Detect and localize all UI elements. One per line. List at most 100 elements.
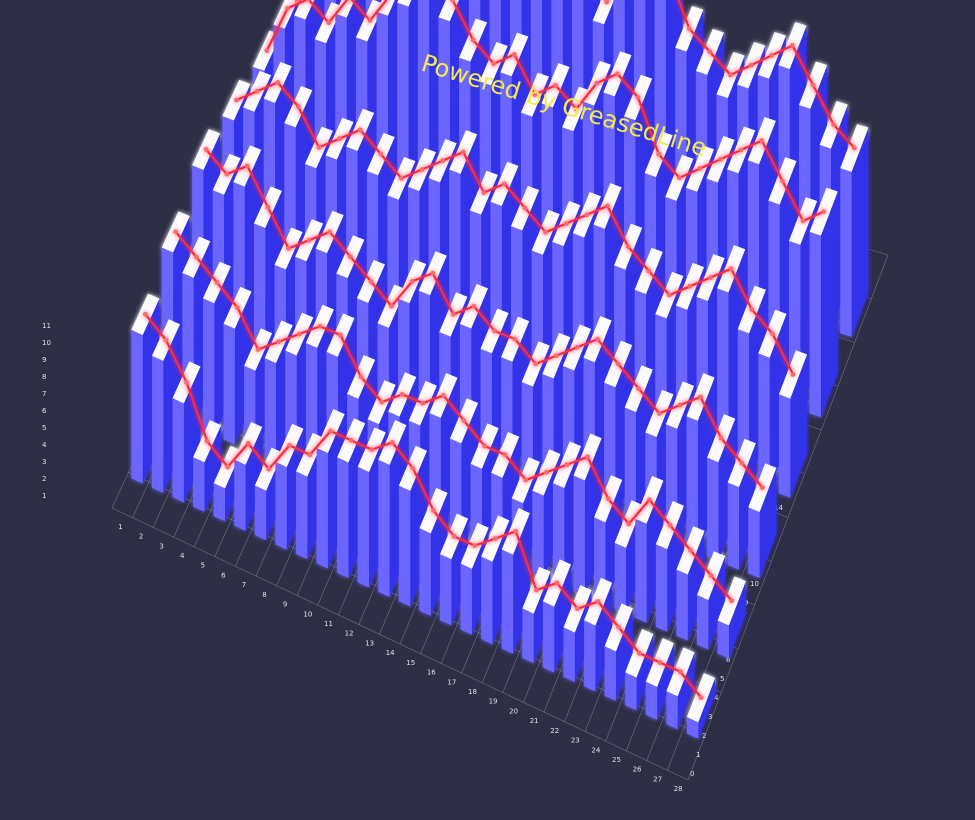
right-axis-tick-label: 9	[744, 599, 748, 607]
series-point	[348, 437, 354, 443]
series-point	[431, 508, 436, 513]
bar-front	[625, 672, 637, 711]
series-point	[296, 331, 302, 337]
series-lines	[142, 0, 857, 700]
x-tick-label: 9	[283, 601, 287, 609]
series-point	[430, 270, 436, 276]
series-point	[646, 497, 652, 503]
series-point	[563, 221, 569, 226]
x-tick-label: 7	[242, 581, 246, 589]
series-point	[759, 138, 765, 144]
series-point	[595, 336, 600, 342]
series-point	[193, 254, 199, 260]
bar-front	[357, 466, 370, 588]
series-point	[677, 402, 683, 408]
bar-front	[635, 518, 647, 623]
right-axis-tick-label: 6	[726, 656, 731, 664]
series-point	[306, 237, 312, 243]
bar-front	[717, 620, 729, 659]
series-point	[666, 292, 672, 298]
series-point	[543, 469, 549, 475]
series-point	[646, 268, 652, 274]
series-point	[707, 49, 713, 55]
series-point	[472, 543, 478, 549]
x-tick-label: 10	[303, 610, 312, 618]
series-point	[420, 400, 426, 406]
x-tick-label: 17	[447, 678, 456, 686]
series-point	[851, 145, 857, 151]
right-axis-tick-label: 0	[690, 770, 694, 778]
series-point	[532, 92, 538, 97]
bar-front	[460, 563, 472, 635]
x-tick-label: 13	[365, 639, 374, 647]
left-axis-tick-label: 10	[42, 339, 51, 347]
bar-front	[584, 620, 596, 692]
series-point	[718, 435, 724, 441]
right-axis-tick-label: 4	[714, 694, 719, 702]
series-point	[369, 447, 375, 453]
series-point	[378, 151, 384, 157]
series-point	[676, 175, 682, 181]
bar-side	[636, 634, 654, 711]
series-point	[368, 279, 374, 284]
bar-front	[707, 457, 719, 562]
series-point	[678, 669, 683, 675]
series-point	[616, 624, 622, 630]
series-point	[492, 536, 498, 541]
x-tick-label: 14	[386, 649, 395, 657]
right-axis-tick-label: 1	[696, 751, 700, 759]
series-line	[236, 81, 795, 375]
series-point	[317, 323, 323, 329]
series-point	[471, 303, 477, 309]
series-point	[481, 190, 487, 196]
series-point	[399, 391, 405, 397]
series-point	[184, 379, 189, 385]
series-point	[543, 229, 549, 235]
bar-front	[686, 416, 698, 553]
bar-front	[655, 544, 668, 632]
series-point	[203, 147, 209, 152]
series-line	[144, 313, 702, 699]
series-point	[626, 521, 632, 527]
series-point	[163, 337, 169, 343]
left-axis-tick-label: 9	[42, 356, 46, 364]
series-point	[305, 0, 311, 2]
series-point	[255, 347, 261, 352]
bar-side	[657, 643, 674, 720]
series-point	[513, 528, 519, 534]
bar-front	[254, 485, 267, 541]
x-tick-label: 18	[468, 688, 477, 696]
series-point	[697, 166, 703, 171]
x-tick-label: 4	[180, 552, 185, 560]
bar-front	[501, 549, 514, 654]
series-point	[461, 418, 467, 424]
bar-top	[376, 0, 395, 16]
bar-top	[294, 0, 315, 20]
series-point	[574, 344, 580, 350]
series-point	[708, 573, 714, 578]
bar-front	[193, 457, 205, 512]
bar-side	[677, 652, 695, 730]
bar-front	[758, 353, 770, 490]
series-point	[419, 167, 425, 172]
series-point	[265, 204, 271, 210]
series-point	[595, 599, 601, 604]
series-point	[235, 305, 240, 311]
bar-front	[604, 646, 616, 701]
bar-side	[759, 467, 777, 578]
series-point	[347, 254, 353, 260]
x-tick-label: 25	[612, 756, 621, 764]
x-tick-label: 28	[674, 785, 683, 793]
bar-front	[809, 231, 821, 418]
left-axis-tick-label: 7	[42, 390, 46, 398]
bar-side	[698, 678, 716, 739]
bar-front	[337, 457, 349, 579]
bar-front	[275, 461, 287, 550]
bar-front	[686, 717, 699, 739]
series-point	[379, 399, 385, 405]
bar-side	[451, 518, 469, 626]
series-point	[358, 374, 364, 380]
x-tick-label: 27	[653, 775, 662, 783]
series-point	[738, 147, 744, 153]
series-point	[831, 122, 837, 128]
